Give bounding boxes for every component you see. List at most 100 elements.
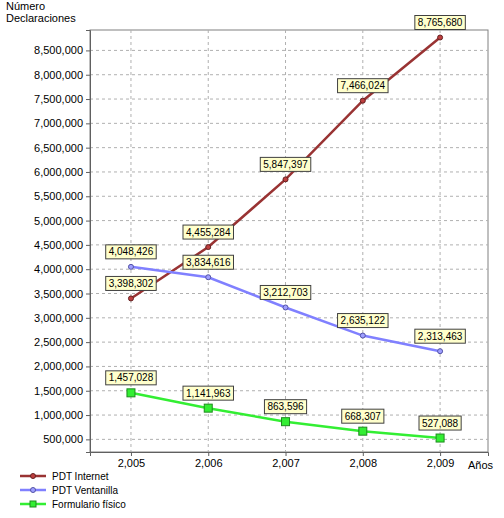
y-tick: 7,000,000 xyxy=(34,117,90,129)
x-axis-line xyxy=(91,453,489,457)
y-tick-mark xyxy=(86,148,90,149)
legend-label: PDT Ventanilla xyxy=(52,485,118,496)
data-label: 4,455,284 xyxy=(183,225,234,239)
data-label-text: 4,455,284 xyxy=(186,227,231,238)
grid-line xyxy=(285,30,286,452)
data-label: 3,212,703 xyxy=(260,285,311,299)
point xyxy=(127,389,135,397)
data-label-text: 4,048,426 xyxy=(109,246,154,257)
legend-label: PDT Internet xyxy=(52,471,109,482)
y-tick: 5,000,000 xyxy=(34,215,90,227)
data-label-box xyxy=(183,255,234,269)
y-tick-label: 7,500,000 xyxy=(34,93,83,105)
legend-marker xyxy=(30,501,36,507)
y-tick-mark xyxy=(86,366,90,367)
y-tick-label: 2,500,000 xyxy=(34,336,83,348)
data-label-text: 1,457,028 xyxy=(109,372,154,383)
y-tick-label: 4,500,000 xyxy=(34,239,83,251)
y-tick: 500,000 xyxy=(43,433,90,445)
y-tick-label: 3,500,000 xyxy=(34,288,83,300)
x-tick-mark xyxy=(208,452,209,456)
y-tick-mark xyxy=(86,439,90,440)
y-tick: 1,500,000 xyxy=(34,385,90,397)
data-label-box xyxy=(106,245,157,259)
y-tick-mark xyxy=(86,269,90,270)
y-tick: 5,500,000 xyxy=(34,190,90,202)
data-label-box xyxy=(183,225,234,239)
y-tick-label: 4,000,000 xyxy=(34,263,83,275)
y-axis: 500,000 1,000,000 1,500,000 2,000,000 2,500,… xyxy=(34,31,90,453)
x-tick-label: 2,007 xyxy=(272,457,300,469)
data-label-box xyxy=(264,400,306,414)
data-label-box xyxy=(106,371,157,385)
y-tick: 8,000,000 xyxy=(34,69,90,81)
data-label: 863,596 xyxy=(264,400,306,414)
legend-marker xyxy=(31,474,36,479)
data-label: 2,635,122 xyxy=(338,314,389,328)
data-label-box xyxy=(338,79,389,93)
y-tick-label: 8,500,000 xyxy=(34,44,83,56)
legend: PDT Internet PDT Ventanilla Formulario fís… xyxy=(20,471,126,510)
y-tick: 3,000,000 xyxy=(34,312,90,324)
data-label: 8,765,680 xyxy=(415,16,466,30)
point xyxy=(436,434,444,442)
grid-line xyxy=(90,390,488,391)
y-tick-label: 7,000,000 xyxy=(34,117,83,129)
data-label: 3,834,616 xyxy=(183,255,234,269)
y-tick-mark xyxy=(86,391,90,392)
y-tick: 3,500,000 xyxy=(34,288,90,300)
point xyxy=(204,404,212,412)
y-tick-mark xyxy=(86,294,90,295)
y-tick-mark xyxy=(86,50,90,51)
y-tick-mark xyxy=(86,196,90,197)
data-label-box xyxy=(183,386,234,400)
y-tick-label: 1,000,000 xyxy=(34,409,83,421)
grid-line xyxy=(90,366,488,367)
series-line xyxy=(131,393,440,438)
point xyxy=(283,177,288,182)
point xyxy=(206,245,211,250)
plot-area xyxy=(127,35,444,442)
data-label-box xyxy=(419,416,461,430)
data-label-box xyxy=(415,329,466,343)
y-tick-label: 2,000,000 xyxy=(34,360,83,372)
point xyxy=(206,275,211,280)
y-tick: 6,000,000 xyxy=(34,166,90,178)
y-tick-mark xyxy=(86,123,90,124)
data-label-text: 1,141,963 xyxy=(186,388,231,399)
data-label-text: 8,765,680 xyxy=(418,17,463,28)
y-axis-line xyxy=(86,31,91,453)
y-tick-mark xyxy=(86,342,90,343)
x-tick-mark xyxy=(286,452,287,456)
y-tick-mark xyxy=(86,172,90,173)
point xyxy=(360,98,365,103)
x-axis-title: Años xyxy=(468,459,494,471)
y-tick-label: 5,000,000 xyxy=(34,215,83,227)
y-tick: 2,500,000 xyxy=(34,336,90,348)
y-tick: 6,500,000 xyxy=(34,142,90,154)
data-label-box xyxy=(415,16,466,30)
chart: 500,000 1,000,000 1,500,000 2,000,000 2,500,… xyxy=(0,0,504,518)
x-tick-mark xyxy=(440,452,441,456)
data-label-box xyxy=(342,409,384,423)
data-label-text: 2,635,122 xyxy=(341,315,386,326)
point xyxy=(360,333,365,338)
point xyxy=(438,349,443,354)
grid-line xyxy=(90,147,488,148)
x-axis: 2,0052,0062,0072,0082,009 xyxy=(91,452,489,469)
legend-item: Formulario físico xyxy=(20,499,126,510)
y-tick: 4,000,000 xyxy=(34,263,90,275)
y-tick-label: 500,000 xyxy=(43,433,83,445)
data-label: 7,466,024 xyxy=(338,79,389,93)
data-label-box xyxy=(338,314,389,328)
data-label-text: 3,212,703 xyxy=(263,287,308,298)
y-tick-label: 3,000,000 xyxy=(34,312,83,324)
y-tick-label: 6,500,000 xyxy=(34,142,83,154)
y-tick-mark xyxy=(86,75,90,76)
grid-line xyxy=(90,196,488,197)
point xyxy=(283,305,288,310)
data-label-text: 3,398,302 xyxy=(109,278,154,289)
data-label: 2,313,463 xyxy=(415,329,466,343)
y-tick-label: 8,000,000 xyxy=(34,69,83,81)
data-label-box xyxy=(106,276,157,290)
